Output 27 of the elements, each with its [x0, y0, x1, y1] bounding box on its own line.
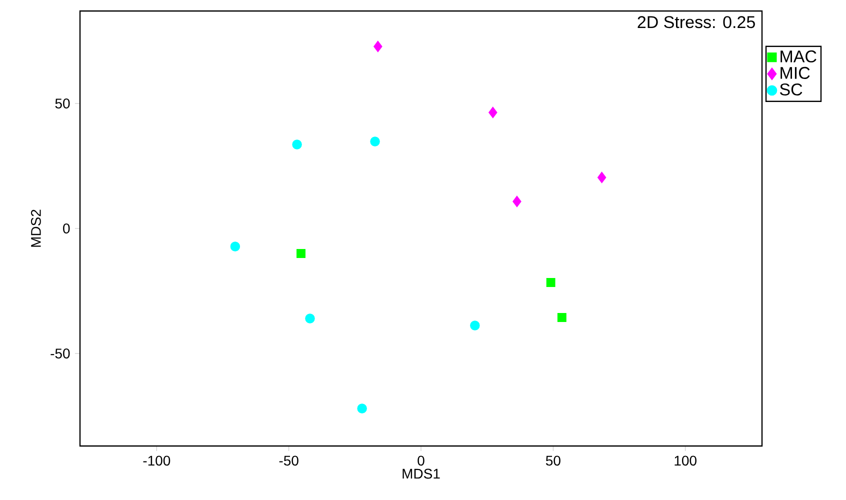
annotation: 2D Stress: 0.25 — [638, 16, 755, 28]
x-tick-label: -100 — [143, 456, 170, 466]
x-tick-label: 100 — [674, 456, 696, 466]
legend-label: SC — [780, 83, 802, 96]
point — [357, 404, 367, 414]
y-tick-label: 0 — [63, 224, 70, 234]
x-tick-label: 50 — [546, 456, 560, 466]
point — [597, 172, 606, 184]
point — [557, 313, 566, 322]
legend-label: MIC — [780, 66, 810, 79]
point — [546, 278, 556, 287]
point — [370, 136, 380, 146]
point — [374, 40, 382, 52]
x-tick-label: 0 — [418, 456, 424, 466]
point — [512, 196, 522, 208]
point — [230, 242, 240, 252]
point — [292, 140, 302, 150]
point — [296, 249, 306, 258]
x-axis-title: MDS1 — [402, 468, 440, 479]
point — [470, 320, 480, 330]
x-tick-label: -50 — [279, 456, 298, 466]
y-tick-label: 50 — [55, 98, 70, 108]
y-tick-label: -50 — [50, 348, 70, 358]
point — [305, 314, 315, 324]
legend-label: MAC — [780, 50, 816, 62]
y-axis-title: MDS2 — [31, 210, 41, 247]
point — [488, 106, 498, 118]
